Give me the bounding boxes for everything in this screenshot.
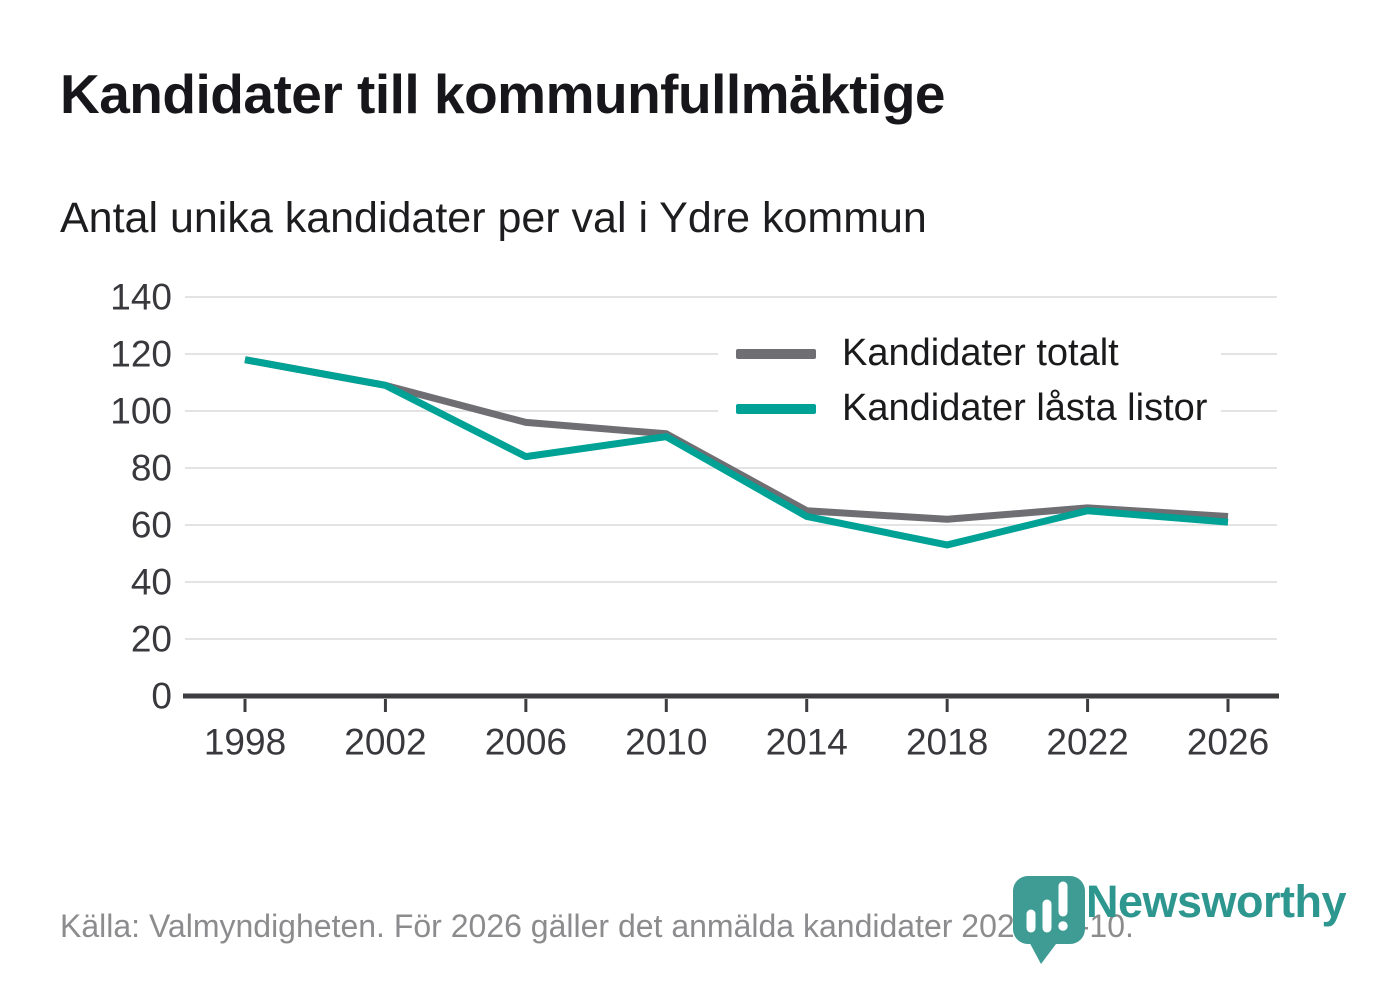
x-axis-tick-label: 2010: [625, 722, 707, 763]
newsworthy-pin-icon: [1013, 876, 1085, 964]
y-axis-tick-label: 80: [131, 448, 172, 489]
x-axis-tick-label: 2014: [766, 722, 848, 763]
newsworthy-logo: Newsworthy: [1008, 866, 1347, 976]
legend-label-totalt: Kandidater totalt: [842, 332, 1119, 374]
legend-item-totalt: Kandidater totalt: [718, 326, 1222, 381]
x-axis-tick-label: 2006: [485, 722, 567, 763]
y-axis-tick-label: 60: [131, 505, 172, 546]
logo-exclamation-dot: [1058, 921, 1068, 931]
legend-swatch-lasta-listor: [736, 403, 816, 414]
legend-label-lasta-listor: Kandidater låsta listor: [842, 387, 1208, 429]
x-axis-tick-label: 2022: [1046, 722, 1128, 763]
y-axis-tick-label: 100: [110, 391, 172, 432]
source-note: Källa: Valmyndigheten. För 2026 gäller d…: [60, 908, 1134, 944]
y-axis-tick-label: 20: [131, 619, 172, 660]
chart-subtitle: Antal unika kandidater per val i Ydre ko…: [60, 194, 927, 242]
line-chart: 0 20 40 60 80 100 120 140 1998 2002 2006 2010 2014 20…: [110, 277, 1279, 763]
x-axis-tick-label: 2026: [1187, 722, 1269, 763]
x-axis-tick-label: 2018: [906, 722, 988, 763]
legend-item-lasta-listor: Kandidater låsta listor: [718, 381, 1222, 436]
y-axis-tick-label: 140: [110, 277, 172, 318]
y-axis-tick-label: 0: [151, 676, 172, 717]
chart-legend: Kandidater totalt Kandidater låsta listo…: [718, 326, 1222, 436]
series-line-kandidater-l-sta-listor: [244, 356, 1229, 549]
x-axis-tick-label: 1998: [204, 722, 286, 763]
series-line-kandidater-totalt: [244, 356, 1229, 523]
page-title: Kandidater till kommunfullmäktige: [60, 63, 946, 125]
y-axis-tick-label: 40: [131, 562, 172, 603]
legend-swatch-totalt: [736, 348, 816, 359]
x-axis-tick-label: 2002: [344, 722, 426, 763]
logo-wordmark: Newsworthy: [1086, 876, 1347, 927]
y-axis-tick-label: 120: [110, 334, 172, 375]
